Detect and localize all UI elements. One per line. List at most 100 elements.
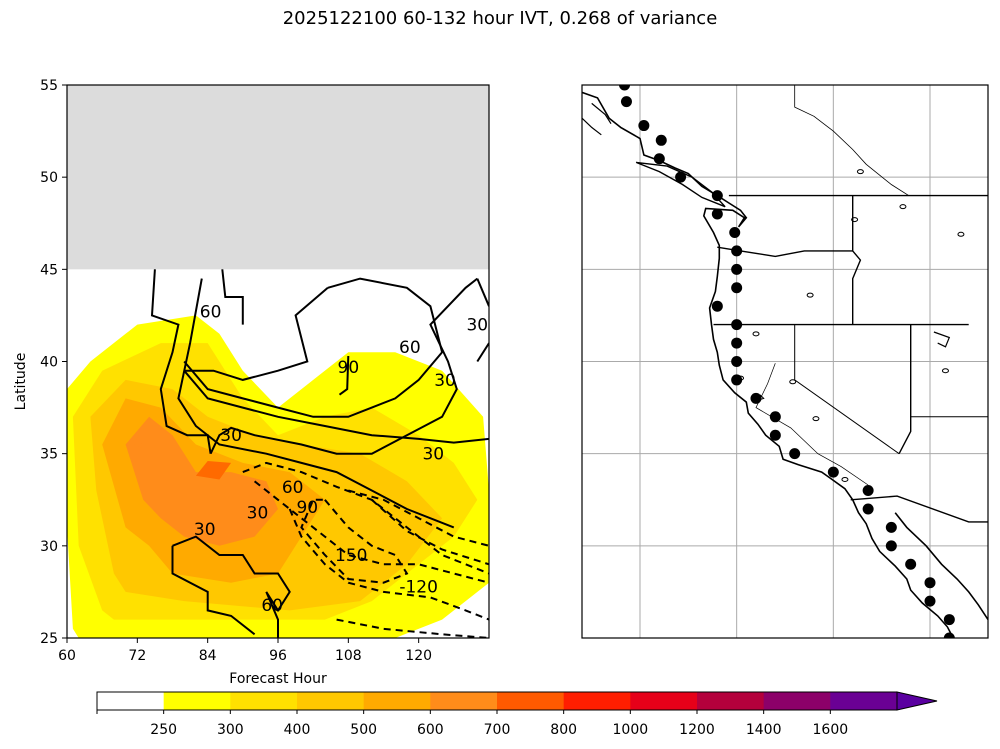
vancouver-island bbox=[635, 161, 726, 208]
contour-neg-30 bbox=[242, 461, 489, 575]
contour-label: 30 bbox=[220, 426, 242, 446]
no-data-region bbox=[67, 85, 489, 270]
colorbar-tick-label: 700 bbox=[484, 722, 511, 738]
colorbar-tick-label: 1200 bbox=[679, 722, 715, 738]
contour-60-arc bbox=[184, 287, 329, 381]
contour-label: 30 bbox=[422, 445, 444, 465]
contour-neg-180 bbox=[371, 499, 489, 566]
colorbar-extend-arrow bbox=[896, 691, 938, 711]
colorbar-segment bbox=[363, 692, 431, 710]
ivt-location-point bbox=[711, 300, 723, 312]
ivt-location-point bbox=[885, 521, 897, 533]
ivt-location-point bbox=[905, 558, 917, 570]
colorbar-segment bbox=[630, 692, 698, 710]
y-tick-label: 35 bbox=[40, 447, 58, 463]
ivt-location-point bbox=[731, 245, 743, 257]
border-ca-nv bbox=[794, 324, 900, 455]
contour-60-lower bbox=[171, 545, 256, 636]
contour-60-loop bbox=[183, 277, 444, 418]
colorbar-segment bbox=[430, 692, 498, 710]
contour-30-lower bbox=[172, 535, 291, 638]
ivt-location-point bbox=[862, 485, 874, 497]
lake bbox=[806, 292, 814, 298]
ivt-location-point bbox=[769, 429, 781, 441]
great-salt-lake bbox=[933, 331, 951, 348]
inland-line bbox=[755, 363, 869, 486]
colorbar-tick-label: 250 bbox=[150, 722, 177, 738]
lake bbox=[957, 231, 965, 237]
contour-label: 30 bbox=[466, 316, 488, 336]
contour-60-upper-left bbox=[221, 269, 244, 325]
x-tick-label: 120 bbox=[405, 648, 432, 664]
colorbar-segment bbox=[830, 692, 898, 710]
contour-label: 30 bbox=[194, 520, 216, 540]
colorbar-tick-label: 800 bbox=[550, 722, 577, 738]
map-area bbox=[582, 85, 988, 638]
coastline bbox=[582, 91, 954, 638]
colorbar-tick-label: 400 bbox=[284, 722, 311, 738]
ivt-spot bbox=[134, 431, 142, 449]
ivt-location-point bbox=[655, 134, 667, 146]
ivt-location-point bbox=[731, 337, 743, 349]
colorbar-segment bbox=[497, 692, 565, 710]
map-frame bbox=[581, 84, 989, 639]
border-us-mexico bbox=[850, 495, 988, 523]
ivt-location-point bbox=[885, 540, 897, 552]
ivt-location-point bbox=[789, 448, 801, 460]
colorbar: 250 300 400 500 600 700 800 1000 1200 1400 1600 bbox=[96, 691, 938, 738]
lake bbox=[941, 368, 949, 374]
contour-30-upper bbox=[209, 277, 478, 455]
contour-label: 30 bbox=[434, 371, 456, 391]
contour-90 bbox=[338, 355, 350, 396]
contour-neg-90 bbox=[288, 508, 489, 621]
colorbar-tick-label: 1400 bbox=[746, 722, 782, 738]
ivt-location-point bbox=[731, 356, 743, 367]
ivt-location-point bbox=[729, 226, 741, 238]
contour-neg-120 bbox=[300, 498, 409, 584]
lake bbox=[856, 169, 864, 175]
contour-neg-150 bbox=[348, 489, 489, 547]
colorbar-tick-label: 1600 bbox=[813, 722, 849, 738]
ivt-location-point bbox=[862, 503, 874, 515]
ivt-location-point bbox=[731, 263, 743, 275]
figure-title: 2025122100 60-132 hour IVT, 0.268 of var… bbox=[282, 8, 718, 29]
contour-30-east bbox=[476, 342, 489, 363]
colorbar-segment bbox=[230, 692, 298, 710]
colorbar-segment bbox=[563, 692, 631, 710]
ivt-location-point bbox=[943, 614, 955, 626]
ivt-location-point bbox=[711, 208, 723, 220]
ivt-location-point bbox=[924, 577, 936, 589]
contour-30-left bbox=[150, 269, 212, 454]
border-or-id bbox=[852, 250, 862, 325]
ivt-max-spot bbox=[195, 461, 232, 480]
ivt-location-point bbox=[711, 190, 723, 202]
colorbar-tick-label: 600 bbox=[417, 722, 444, 738]
lake bbox=[841, 476, 849, 482]
lake bbox=[812, 416, 820, 422]
colorbar-tick-label: 300 bbox=[217, 722, 244, 738]
colorbar-segment bbox=[97, 692, 165, 710]
x-tick-label: 72 bbox=[128, 648, 146, 664]
colorbar-segment bbox=[297, 692, 365, 710]
ivt-location-point bbox=[620, 96, 632, 108]
ivt-location-point bbox=[924, 595, 936, 607]
contour-label: 60 bbox=[200, 303, 222, 323]
y-tick-label: 40 bbox=[40, 355, 58, 371]
contour-label: 90 bbox=[338, 358, 360, 378]
colorbar-tick-label: 500 bbox=[350, 722, 377, 738]
ivt-location-point bbox=[731, 282, 743, 294]
ivt-location-point bbox=[769, 411, 781, 423]
bc-islands bbox=[582, 117, 602, 136]
y-tick-label: 50 bbox=[40, 170, 58, 186]
ivt-location-point bbox=[731, 319, 743, 331]
contour-label: 90 bbox=[296, 498, 318, 518]
x-tick-label: 60 bbox=[58, 648, 76, 664]
contour-neg-60 bbox=[253, 480, 489, 584]
ivt-location-point bbox=[638, 120, 650, 132]
gulf-coastline bbox=[894, 512, 988, 621]
x-tick-label: 84 bbox=[199, 648, 217, 664]
lake bbox=[789, 379, 797, 385]
